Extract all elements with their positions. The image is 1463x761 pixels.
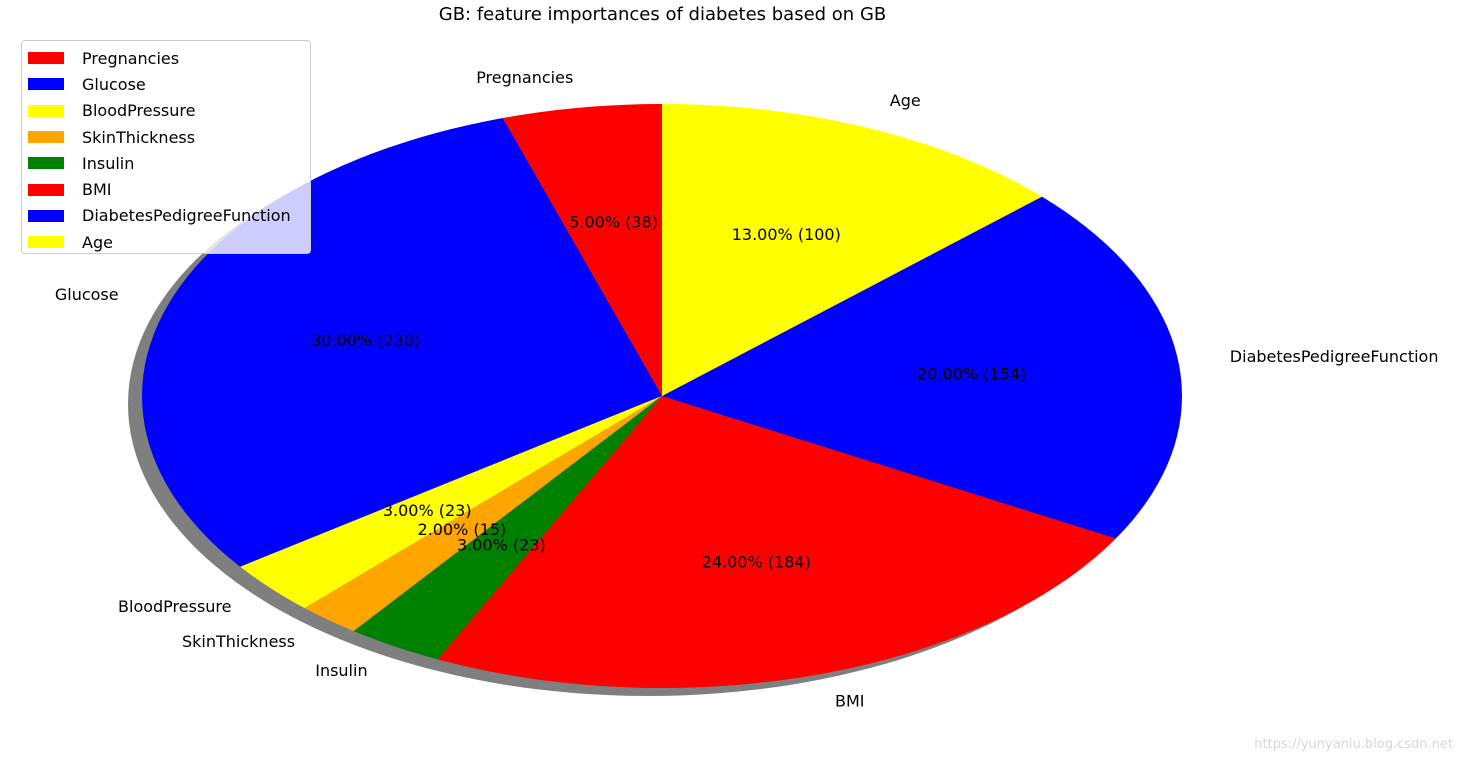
legend-label: DiabetesPedigreeFunction <box>82 206 291 226</box>
legend-label: BloodPressure <box>82 101 196 121</box>
legend-label: Insulin <box>82 153 135 173</box>
legend-item-glucose: Glucose <box>22 71 310 97</box>
pie-slice-diabetespedigreefunction <box>662 196 1182 539</box>
legend-label: Glucose <box>82 74 146 94</box>
legend-item-age: Age <box>22 229 310 255</box>
slice-percent-bmi: 24.00% (184) <box>702 553 811 572</box>
slice-percent-skinthickness: 2.00% (15) <box>418 520 507 539</box>
legend-label: BMI <box>82 180 112 200</box>
legend-label: Age <box>82 232 113 252</box>
legend-item-pregnancies: Pregnancies <box>22 45 310 71</box>
pie-slice-pregnancies <box>502 104 662 396</box>
slice-percent-pregnancies: 5.00% (38) <box>569 212 658 231</box>
pie-slice-skinthickness <box>304 396 662 632</box>
legend-item-bloodpressure: BloodPressure <box>22 98 310 124</box>
legend-swatch <box>28 52 64 65</box>
watermark: https://yunyaniu.blog.csdn.net <box>1254 737 1453 752</box>
slice-percent-bloodpressure: 3.00% (23) <box>383 501 472 520</box>
slice-percent-insulin: 3.00% (23) <box>457 536 546 555</box>
legend: Pregnancies Glucose BloodPressure SkinThick… <box>21 40 311 254</box>
legend-item-bmi: BMI <box>22 176 310 202</box>
slice-label-pregnancies: Pregnancies <box>476 68 573 87</box>
slice-percent-labels: 5.00% (38) 30.00% (230) 3.00% (23)2.00% (1… <box>311 212 1026 571</box>
pie-slice-bloodpressure <box>240 396 662 609</box>
legend-label: SkinThickness <box>82 127 196 147</box>
legend-swatch <box>28 209 64 222</box>
legend-item-diabetespedigreefunction: DiabetesPedigreeFunction <box>22 203 310 229</box>
slice-label-skinthickness: SkinThickness <box>182 632 295 651</box>
slice-label-bloodpressure: BloodPressure <box>118 597 231 616</box>
slice-label-bmi: BMI <box>835 692 865 711</box>
pie-slice-age <box>662 104 1042 396</box>
legend-swatch <box>28 157 64 170</box>
chart-title: GB: feature importances of diabetes base… <box>438 4 887 25</box>
slice-label-insulin: Insulin <box>315 661 367 680</box>
slice-label-diabetespedigreefunction: DiabetesPedigreeFunction <box>1230 347 1439 366</box>
legend-swatch <box>28 183 64 196</box>
slice-percent-glucose: 30.00% (230) <box>311 331 420 350</box>
pie-slice-bmi <box>437 396 1116 688</box>
slice-percent-age: 13.00% (100) <box>732 225 841 244</box>
slice-outer-labels: Pregnancies Glucose BloodPressure SkinThick… <box>55 68 1439 711</box>
legend-swatch <box>28 131 64 144</box>
legend-item-skinthickness: SkinThickness <box>22 124 310 150</box>
legend-label: Pregnancies <box>82 48 180 68</box>
legend-item-insulin: Insulin <box>22 150 310 176</box>
legend-swatch <box>28 104 64 117</box>
slice-label-glucose: Glucose <box>55 285 119 304</box>
slice-label-age: Age <box>890 91 921 110</box>
pie-slice-insulin <box>353 396 662 660</box>
slice-percent-diabetespedigreefunction: 20.00% (154) <box>917 364 1026 383</box>
legend-swatch <box>28 236 64 249</box>
legend-swatch <box>28 78 64 91</box>
